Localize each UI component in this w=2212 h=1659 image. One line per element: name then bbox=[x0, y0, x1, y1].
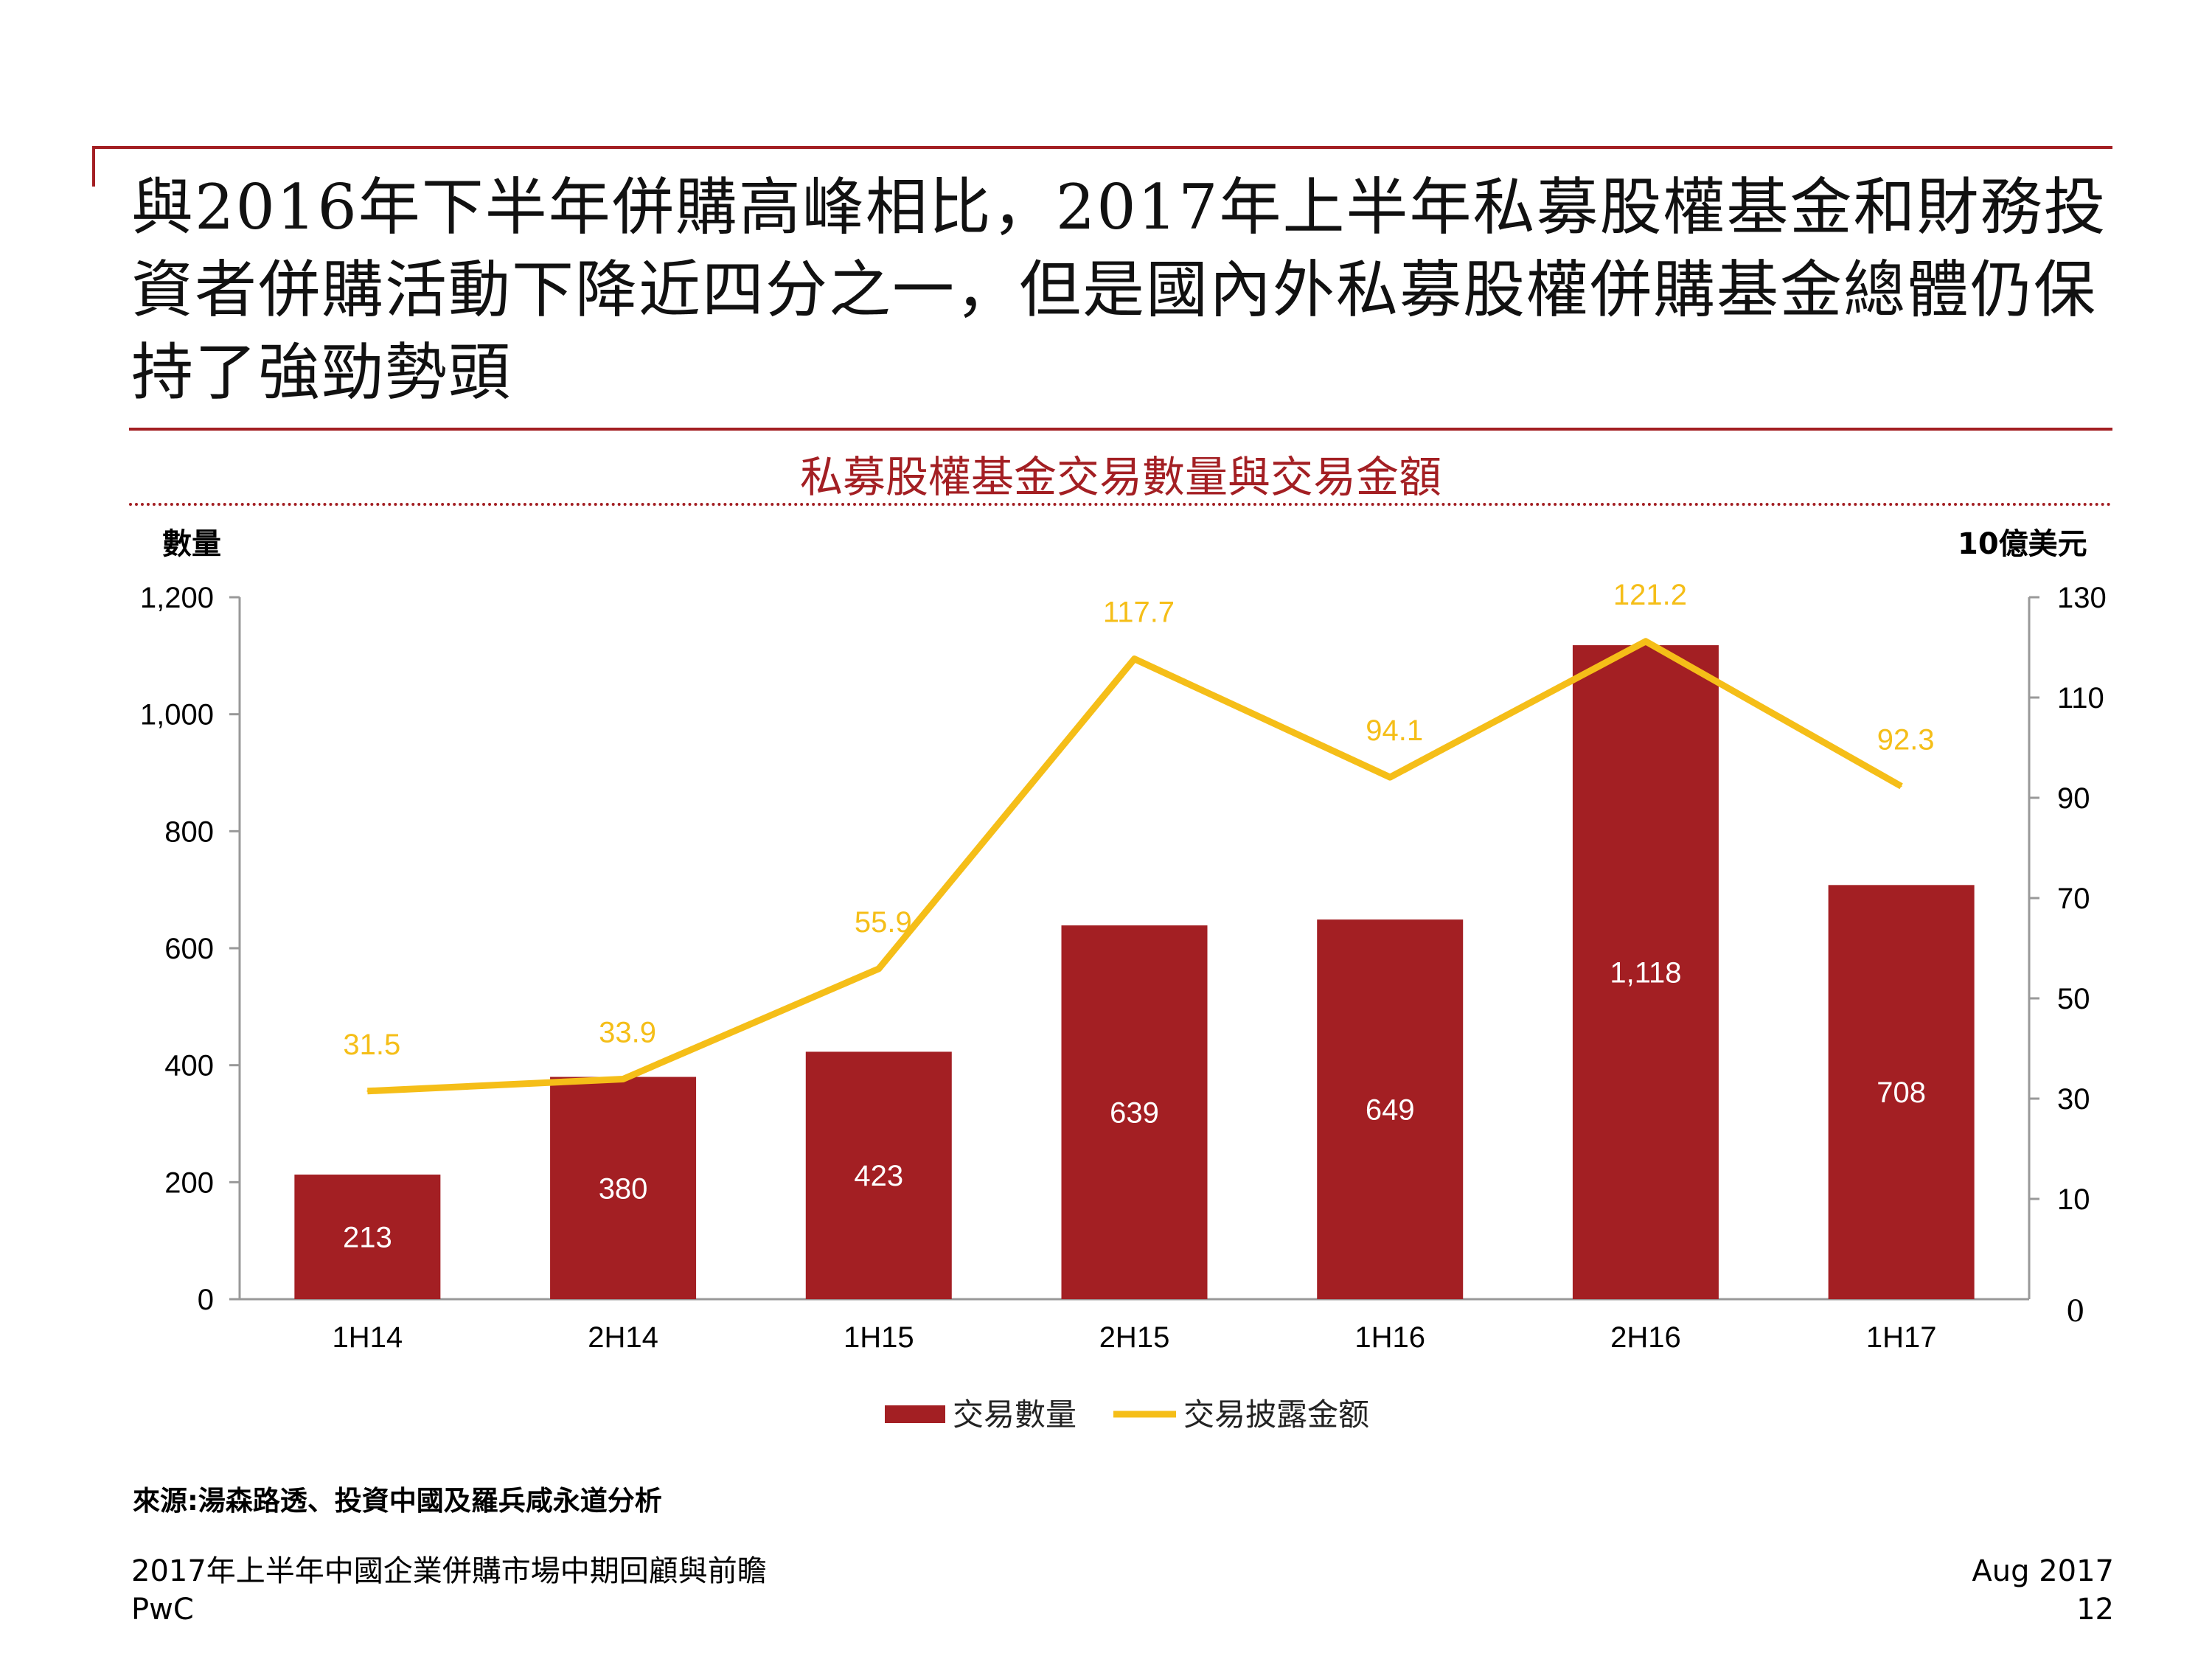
right-tick-label: 70 bbox=[2057, 883, 2090, 915]
x-tick-label: 2H14 bbox=[588, 1321, 658, 1354]
line-value-label: 33.9 bbox=[599, 1016, 656, 1048]
footer-page-number: 12 bbox=[2076, 1593, 2114, 1627]
chart-title: 私募股權基金交易數量與交易金額 bbox=[799, 452, 1441, 502]
chart-title-dotted-rule bbox=[129, 503, 2112, 506]
left-tick-label: 800 bbox=[164, 815, 214, 848]
right-tick-label: 130 bbox=[2057, 582, 2107, 614]
x-tick-label: 1H16 bbox=[1354, 1321, 1425, 1354]
line-point-1H17 bbox=[1900, 785, 1902, 787]
bar-value-label: 423 bbox=[854, 1160, 903, 1192]
source-note: 來源:湯森路透、投資中國及羅兵咸永道分析 bbox=[133, 1485, 662, 1517]
legend-bar-swatch bbox=[885, 1405, 945, 1423]
left-tick-label: 1,000 bbox=[140, 699, 214, 731]
left-tick-label: 200 bbox=[164, 1166, 214, 1199]
bar-2H16 bbox=[1572, 645, 1719, 1299]
title-divider bbox=[129, 428, 2112, 431]
x-tick-label: 1H15 bbox=[844, 1321, 914, 1354]
left-tick-label: 0 bbox=[198, 1284, 214, 1316]
bar-value-label: 1,118 bbox=[1610, 957, 1681, 990]
bar-1H14 bbox=[294, 1175, 441, 1299]
x-tick-label: 1H17 bbox=[1866, 1321, 1937, 1354]
bar-value-label: 213 bbox=[343, 1222, 392, 1254]
right-tick-label: 50 bbox=[2057, 983, 2090, 1015]
title-line-3: 持了強勁勢頭 bbox=[131, 336, 512, 408]
x-tick-label: 2H16 bbox=[1610, 1321, 1681, 1354]
bar-value-label: 649 bbox=[1366, 1094, 1415, 1127]
bar-2H14 bbox=[550, 1077, 697, 1299]
line-value-label: 31.5 bbox=[343, 1029, 400, 1061]
footer-brand: PwC bbox=[131, 1593, 194, 1627]
right-tick-label: 30 bbox=[2057, 1083, 2090, 1116]
title-line-2: 資者併購活動下降近四分之一，但是國內外私募股權併購基金總體仍保 bbox=[131, 254, 2098, 326]
footer-doc-title: 2017年上半年中國企業併購市場中期回顧與前瞻 bbox=[131, 1554, 767, 1588]
legend-bar-label: 交易數量 bbox=[953, 1397, 1077, 1433]
legend-line-label: 交易披露金额 bbox=[1183, 1397, 1369, 1433]
x-tick-label: 1H14 bbox=[333, 1321, 403, 1354]
line-point-2H15 bbox=[1133, 658, 1135, 660]
footer-date: Aug 2017 bbox=[1972, 1554, 2114, 1588]
line-point-1H14 bbox=[366, 1090, 369, 1092]
left-tick-label: 600 bbox=[164, 933, 214, 965]
title-line-1: 與2016年下半年併購高峰相比，2017年上半年私募股權基金和財務投 bbox=[131, 171, 2107, 243]
line-value-label: 92.3 bbox=[1877, 723, 1935, 756]
line-point-1H15 bbox=[877, 967, 880, 970]
x-tick-label: 2H15 bbox=[1099, 1321, 1170, 1354]
top-rule bbox=[92, 146, 2112, 149]
line-point-1H16 bbox=[1389, 776, 1391, 779]
line-point-2H14 bbox=[622, 1078, 625, 1080]
right-axis-zero-label: 0 bbox=[2066, 1295, 2084, 1329]
bar-value-label: 708 bbox=[1877, 1077, 1926, 1109]
left-axis-title: 數量 bbox=[162, 527, 221, 561]
line-value-label: 117.7 bbox=[1103, 597, 1175, 629]
right-axis-title: 10億美元 bbox=[1958, 527, 2087, 561]
line-point-2H16 bbox=[1644, 640, 1646, 642]
corner-accent bbox=[92, 146, 95, 187]
slide-title: 與2016年下半年併購高峰相比，2017年上半年私募股權基金和財務投 資者併購活… bbox=[131, 166, 2122, 414]
bar-value-label: 380 bbox=[599, 1172, 648, 1205]
left-tick-label: 1,200 bbox=[140, 582, 214, 614]
line-value-label: 55.9 bbox=[855, 906, 912, 939]
footer-right: Aug 2017 12 bbox=[1972, 1552, 2114, 1629]
bar-2H15 bbox=[1061, 925, 1208, 1299]
line-value-label: 121.2 bbox=[1613, 579, 1687, 611]
right-tick-label: 90 bbox=[2057, 782, 2090, 815]
right-tick-label: 10 bbox=[2057, 1183, 2090, 1216]
right-tick-label: 110 bbox=[2057, 682, 2104, 714]
bar-value-label: 639 bbox=[1110, 1097, 1159, 1130]
left-tick-label: 400 bbox=[164, 1050, 214, 1082]
line-value-label: 94.1 bbox=[1366, 714, 1423, 747]
bar-1H16 bbox=[1317, 919, 1464, 1299]
bar-1H15 bbox=[805, 1051, 952, 1299]
bar-1H17 bbox=[1828, 885, 1975, 1299]
footer-left: 2017年上半年中國企業併購市場中期回顧與前瞻 PwC bbox=[131, 1552, 767, 1629]
